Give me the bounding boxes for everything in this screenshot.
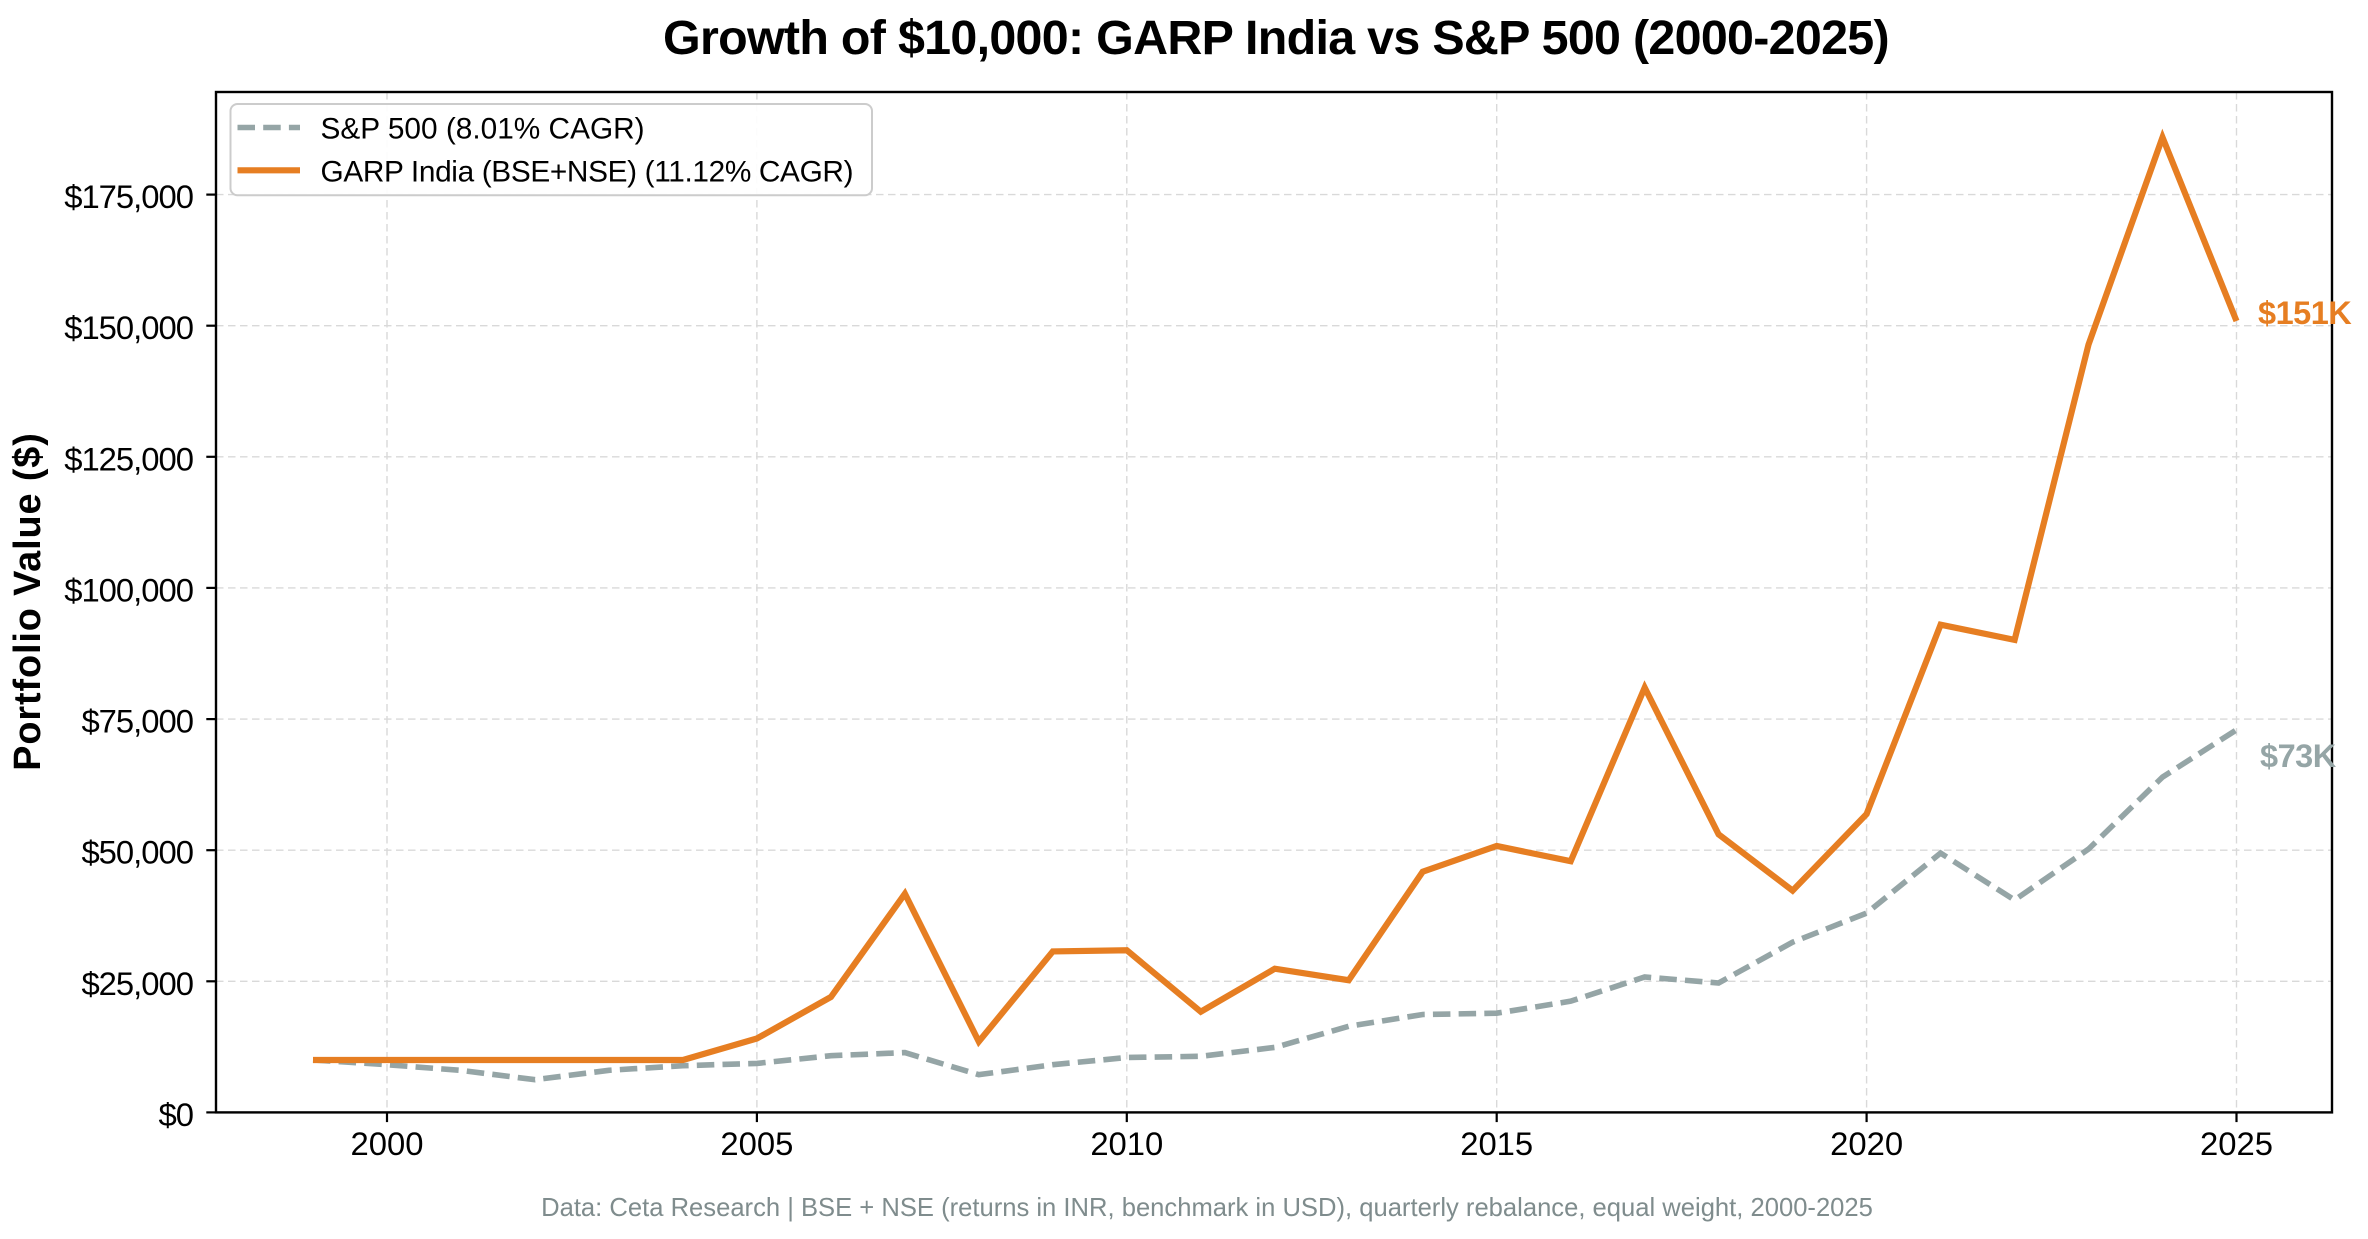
svg-text:$125,000: $125,000 <box>64 440 193 477</box>
svg-text:Data: Ceta Research | BSE + NS: Data: Ceta Research | BSE + NSE (returns… <box>541 1194 1873 1222</box>
svg-text:$75,000: $75,000 <box>81 703 193 740</box>
svg-text:2010: 2010 <box>1090 1125 1163 1162</box>
svg-text:$150,000: $150,000 <box>64 309 193 346</box>
svg-text:$0: $0 <box>159 1096 193 1133</box>
svg-text:2025: 2025 <box>2200 1125 2273 1162</box>
svg-text:$25,000: $25,000 <box>81 965 193 1002</box>
svg-text:$151K: $151K <box>2258 295 2352 331</box>
svg-text:2005: 2005 <box>720 1125 793 1162</box>
svg-text:2020: 2020 <box>1830 1125 1903 1162</box>
svg-text:$175,000: $175,000 <box>64 178 193 215</box>
svg-text:Portfolio Value ($): Portfolio Value ($) <box>7 432 49 770</box>
svg-text:$100,000: $100,000 <box>64 571 193 608</box>
svg-text:GARP India (BSE+NSE) (11.12% C: GARP India (BSE+NSE) (11.12% CAGR) <box>321 156 854 189</box>
svg-text:2015: 2015 <box>1460 1125 1533 1162</box>
svg-text:2000: 2000 <box>351 1125 424 1162</box>
svg-text:S&P 500 (8.01% CAGR): S&P 500 (8.01% CAGR) <box>321 113 645 146</box>
svg-text:Growth of $10,000: GARP India: Growth of $10,000: GARP India vs S&P 500… <box>663 11 1889 65</box>
svg-text:$73K: $73K <box>2260 738 2337 774</box>
svg-text:$50,000: $50,000 <box>81 834 193 871</box>
